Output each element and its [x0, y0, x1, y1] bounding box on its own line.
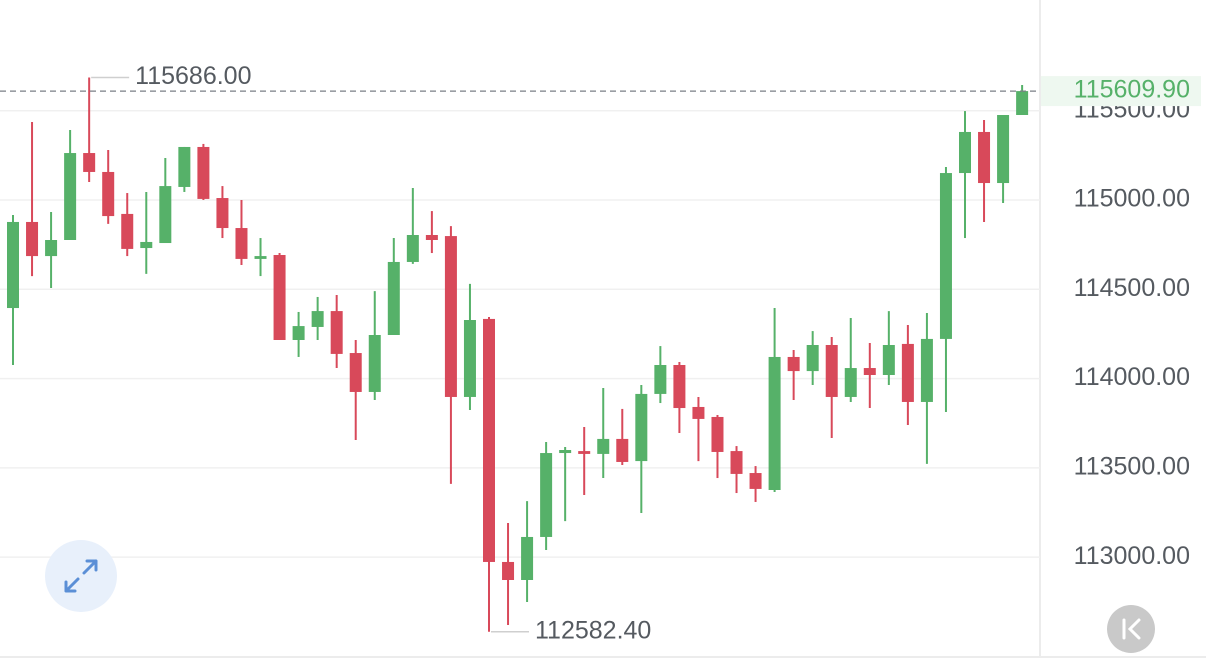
candle-body — [768, 356, 781, 490]
candle-body — [254, 256, 267, 259]
candle-body — [1016, 91, 1029, 115]
candle-body — [844, 368, 857, 397]
candles — [7, 77, 1029, 632]
candle-body — [806, 345, 819, 372]
candle-body — [102, 171, 115, 217]
y-tick-label: 114500.00 — [1074, 274, 1190, 302]
candle-body — [273, 255, 286, 340]
expand-icon — [64, 559, 98, 593]
candle-body — [121, 213, 134, 249]
candle-body — [311, 311, 324, 327]
candle-body — [483, 318, 495, 562]
candle-body — [978, 131, 991, 184]
candle-body — [387, 261, 400, 335]
candle-body — [578, 451, 591, 454]
candle-body — [787, 356, 800, 372]
candle-body — [368, 335, 381, 392]
candle-body — [616, 438, 629, 462]
candle-body — [406, 235, 419, 262]
candle-body — [692, 406, 705, 419]
annotation-label: 112582.40 — [535, 616, 651, 644]
y-tick-label: 113500.00 — [1074, 452, 1190, 480]
candle-body — [959, 131, 971, 174]
candle-body — [749, 473, 762, 489]
candle-body — [863, 368, 876, 375]
candle-body — [882, 345, 895, 375]
candle-body — [711, 416, 724, 452]
candle-body — [425, 235, 438, 240]
candle-body — [159, 186, 172, 244]
annotation-label: 115686.00 — [135, 62, 251, 90]
candle-body — [939, 173, 952, 339]
candle-body — [330, 311, 343, 354]
candle-body — [7, 221, 19, 309]
candle-body — [216, 198, 229, 229]
candle-body — [920, 338, 933, 402]
candle-body — [444, 236, 457, 397]
y-tick-label: 115000.00 — [1074, 185, 1190, 213]
candle-body — [730, 451, 743, 474]
candle-body — [540, 453, 553, 537]
candle-body — [654, 365, 667, 394]
candle-body — [997, 115, 1010, 184]
y-tick-label: 114000.00 — [1074, 363, 1190, 391]
candle-body — [197, 146, 210, 199]
candle-body — [64, 153, 77, 240]
candle-body — [825, 345, 838, 397]
candle-body — [559, 450, 572, 454]
candle-body — [235, 228, 248, 259]
candle-body — [901, 343, 914, 402]
scroll-end-icon — [1122, 618, 1141, 640]
candle-body — [349, 353, 362, 392]
candle-body — [178, 146, 191, 187]
candle-body — [521, 536, 534, 580]
candle-body — [292, 326, 305, 340]
scroll-end-button[interactable] — [1107, 605, 1155, 653]
candle-body — [673, 365, 686, 409]
expand-button-bg[interactable] — [45, 540, 117, 612]
candle-body — [502, 561, 515, 580]
overlay: 115686.00 112582.40 115609.90 — [0, 62, 1201, 644]
grid: 113000.00 113500.00 114000.00 114500.00 1150… — [0, 95, 1190, 570]
candle-body — [26, 221, 39, 257]
candle-body — [597, 438, 610, 454]
y-tick-label: 113000.00 — [1074, 542, 1190, 570]
last-price-label: 115609.90 — [1074, 76, 1190, 104]
candle-body — [140, 241, 153, 249]
candle-body — [83, 153, 96, 172]
expand-button[interactable] — [45, 540, 117, 612]
candle-body — [635, 393, 648, 462]
candle-body — [45, 240, 58, 257]
last-price-bg — [1041, 76, 1201, 107]
candle-body — [463, 320, 476, 397]
